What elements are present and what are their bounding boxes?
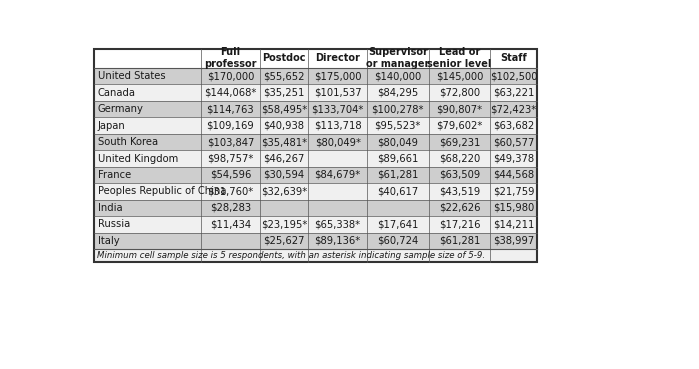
Text: $84,679*: $84,679* [315,170,361,180]
Text: South Korea: South Korea [98,137,158,147]
Text: Director: Director [315,53,360,63]
Text: $23,195*: $23,195* [261,220,307,230]
Bar [94,49,537,68]
Text: $69,231: $69,231 [439,137,480,147]
Text: United States: United States [98,71,165,81]
Text: $109,169: $109,169 [206,121,254,131]
Text: Lead or
senior level: Lead or senior level [427,47,491,69]
Text: $54,596: $54,596 [210,170,251,180]
Bar [94,150,537,167]
Text: $140,000: $140,000 [374,71,421,81]
Text: $113,718: $113,718 [314,121,361,131]
Text: $15,980: $15,980 [493,203,534,213]
Text: $133,704*: $133,704* [312,104,364,114]
Text: $61,281: $61,281 [439,236,480,246]
Text: $60,577: $60,577 [493,137,535,147]
Bar [94,216,537,233]
Text: $60,724: $60,724 [377,236,419,246]
Bar [94,68,537,85]
Text: $14,211: $14,211 [493,220,535,230]
Text: $49,378: $49,378 [493,154,534,163]
Text: $44,568: $44,568 [493,170,534,180]
Text: Germany: Germany [98,104,143,114]
Text: $43,519: $43,519 [439,186,480,196]
Text: $170,000: $170,000 [207,71,254,81]
Text: $80,049*: $80,049* [315,137,361,147]
Text: Japan: Japan [98,121,125,131]
Text: $65,338*: $65,338* [315,220,361,230]
Text: $80,049: $80,049 [377,137,418,147]
Text: $63,509: $63,509 [439,170,480,180]
Bar [94,85,537,101]
Text: Postdoc: Postdoc [262,53,305,63]
Text: $89,661: $89,661 [377,154,419,163]
Text: $89,136*: $89,136* [315,236,361,246]
Text: $144,068*: $144,068* [204,87,257,97]
Text: $72,800: $72,800 [439,87,480,97]
Text: $98,757*: $98,757* [207,154,254,163]
Text: Staff: Staff [500,53,527,63]
Text: $32,639*: $32,639* [261,186,307,196]
Bar [94,134,537,150]
Text: $72,423*: $72,423* [491,104,537,114]
Text: France: France [98,170,131,180]
Bar [94,200,537,216]
Text: $46,267: $46,267 [264,154,305,163]
Text: Canada: Canada [98,87,136,97]
Text: $28,283: $28,283 [210,203,251,213]
Bar [94,101,537,117]
Text: United Kingdom: United Kingdom [98,154,178,163]
Text: Peoples Republic of China: Peoples Republic of China [98,186,226,196]
Text: $102,500: $102,500 [490,71,538,81]
Text: $35,481*: $35,481* [261,137,307,147]
Text: $11,434: $11,434 [210,220,251,230]
Text: $21,759: $21,759 [493,186,535,196]
Bar [94,117,537,134]
Text: $30,594: $30,594 [264,170,305,180]
Text: Italy: Italy [98,236,120,246]
Text: $31,760*: $31,760* [208,186,254,196]
Bar [94,233,537,249]
Text: $61,281: $61,281 [377,170,419,180]
Text: $22,626: $22,626 [439,203,480,213]
Text: $55,652: $55,652 [264,71,305,81]
Text: $145,000: $145,000 [436,71,483,81]
Text: $63,682: $63,682 [493,121,534,131]
Text: $101,537: $101,537 [314,87,361,97]
Text: $63,221: $63,221 [493,87,535,97]
Bar [94,167,537,183]
Text: $95,523*: $95,523* [375,121,421,131]
Text: Full
professor: Full professor [204,47,257,69]
Text: Minimum cell sample size is 5 respondents, with an asterisk indicating sample si: Minimum cell sample size is 5 respondent… [96,251,484,260]
Text: $90,807*: $90,807* [436,104,482,114]
Text: $38,997: $38,997 [493,236,534,246]
Text: $114,763: $114,763 [207,104,254,114]
Text: $40,938: $40,938 [264,121,305,131]
Text: $103,847: $103,847 [207,137,254,147]
Text: India: India [98,203,122,213]
Text: $79,602*: $79,602* [436,121,483,131]
Text: $35,251: $35,251 [264,87,305,97]
Text: $17,641: $17,641 [377,220,419,230]
Text: $68,220: $68,220 [439,154,480,163]
Text: $84,295: $84,295 [377,87,419,97]
Text: $175,000: $175,000 [314,71,361,81]
Text: Supervisor
or manager: Supervisor or manager [366,47,429,69]
Text: $100,278*: $100,278* [372,104,424,114]
Text: $40,617: $40,617 [377,186,419,196]
Text: Russia: Russia [98,220,130,230]
Text: $17,216: $17,216 [439,220,480,230]
Bar [94,249,537,262]
Text: $25,627: $25,627 [264,236,305,246]
Bar [94,183,537,200]
Text: $58,495*: $58,495* [261,104,307,114]
